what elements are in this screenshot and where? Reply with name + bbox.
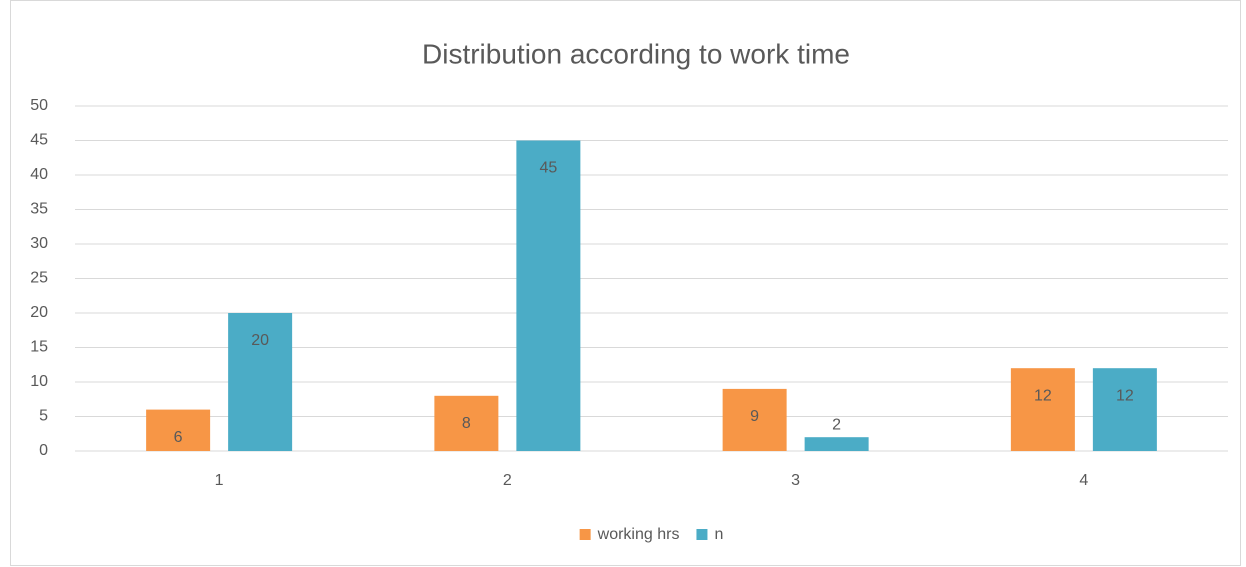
y-tick-label: 10 <box>30 373 48 390</box>
legend-swatch <box>696 529 708 540</box>
y-tick-label: 0 <box>39 442 48 459</box>
bar <box>146 409 211 451</box>
data-label: 12 <box>1034 387 1052 404</box>
x-tick-label: 3 <box>791 472 800 489</box>
bar <box>516 140 581 451</box>
data-label: 9 <box>750 408 759 425</box>
y-tick-label: 45 <box>30 132 48 149</box>
chart-title: Distribution according to work time <box>422 38 850 69</box>
legend-label: working hrs <box>597 526 680 543</box>
bar <box>1010 368 1075 451</box>
data-label: 45 <box>539 160 557 177</box>
y-tick-label: 5 <box>39 408 48 425</box>
bar <box>1092 368 1157 451</box>
bar <box>804 437 869 451</box>
data-label: 12 <box>1116 387 1134 404</box>
y-tick-label: 15 <box>30 339 48 356</box>
y-tick-label: 30 <box>30 235 48 252</box>
data-label: 20 <box>251 332 269 349</box>
data-label: 6 <box>174 429 183 446</box>
y-tick-label: 50 <box>30 97 48 114</box>
chart-border <box>10 0 1241 566</box>
data-label: 8 <box>462 415 471 432</box>
data-label: 2 <box>832 416 841 433</box>
legend-label: n <box>714 526 723 543</box>
bar <box>722 388 787 451</box>
x-tick-label: 2 <box>503 472 512 489</box>
legend-swatch <box>579 529 591 540</box>
bar <box>228 313 293 451</box>
x-tick-label: 4 <box>1079 472 1088 489</box>
y-tick-label: 25 <box>30 270 48 287</box>
y-tick-label: 40 <box>30 166 48 183</box>
y-tick-label: 20 <box>30 304 48 321</box>
x-tick-label: 1 <box>215 472 224 489</box>
bar <box>434 395 499 451</box>
y-tick-label: 35 <box>30 201 48 218</box>
